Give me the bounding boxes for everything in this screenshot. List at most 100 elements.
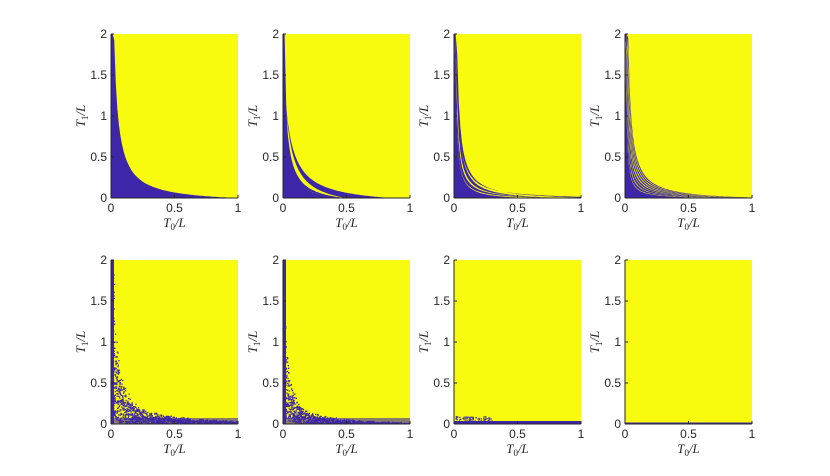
- speckle: [114, 356, 116, 358]
- speckle: [135, 411, 137, 413]
- speckle: [158, 416, 161, 418]
- speckle: [115, 387, 118, 390]
- y-tick-label: 2: [614, 253, 621, 267]
- y-tick-label: 1: [272, 335, 279, 349]
- speckle: [290, 413, 292, 415]
- speckle: [114, 323, 116, 325]
- speckle: [118, 388, 120, 390]
- speckle: [121, 401, 123, 403]
- speckle: [118, 407, 120, 409]
- speckle: [128, 406, 130, 408]
- yellow-background: [111, 34, 238, 198]
- speckle: [292, 404, 294, 406]
- speckle: [134, 406, 137, 408]
- speckle: [113, 411, 116, 414]
- x-tick-label: 1: [578, 201, 585, 215]
- speckle: [152, 416, 155, 418]
- speckle: [462, 422, 464, 424]
- speckle: [123, 407, 125, 409]
- speckle: [118, 381, 120, 383]
- speckle: [467, 416, 470, 418]
- speckle: [292, 397, 294, 399]
- speckle: [288, 383, 290, 385]
- speckle: [138, 413, 140, 415]
- speckle: [289, 408, 292, 411]
- x-tick-label: 0: [280, 201, 287, 215]
- y-tick-label: 2: [443, 27, 450, 41]
- speckle: [126, 409, 128, 411]
- speckle: [118, 370, 120, 372]
- speckle: [320, 416, 322, 418]
- speckle: [472, 419, 474, 421]
- speckle: [139, 416, 141, 418]
- speckle: [288, 398, 290, 400]
- speckle: [113, 350, 115, 352]
- speckle: [136, 407, 138, 409]
- speckle: [459, 416, 461, 419]
- speckle: [285, 346, 287, 348]
- speckle: [287, 372, 290, 374]
- speckle: [289, 402, 291, 404]
- speckle: [118, 414, 120, 416]
- speckle: [114, 394, 116, 396]
- speckle: [150, 414, 152, 416]
- speckle: [285, 367, 287, 369]
- speckle: [319, 416, 321, 418]
- speckle: [470, 416, 472, 418]
- plot-area: [111, 34, 238, 198]
- speckle: [317, 416, 319, 418]
- speckle: [308, 415, 310, 417]
- speckle: [292, 392, 294, 394]
- speckle: [484, 420, 486, 422]
- plot-area: [111, 260, 238, 424]
- speckle: [114, 416, 116, 418]
- speckle: [478, 420, 480, 422]
- speckle: [124, 405, 126, 407]
- speckle: [308, 416, 310, 419]
- subplot-8: 0 0.5 1 1.5 2 0 0.5 1 T0/L T1/L: [587, 253, 756, 458]
- speckle: [483, 416, 485, 418]
- speckle: [491, 422, 493, 424]
- speckle: [169, 416, 171, 418]
- speckle: [286, 374, 288, 377]
- speckle: [474, 420, 476, 422]
- x-tick-label: 0.5: [338, 427, 355, 441]
- speckle: [311, 414, 313, 416]
- speckle: [475, 422, 477, 424]
- speckle: [123, 391, 125, 393]
- y-tick-label: 2: [272, 253, 279, 267]
- speckle: [469, 419, 471, 421]
- speckle: [314, 416, 317, 418]
- speckle: [143, 409, 145, 411]
- speckle: [173, 416, 175, 418]
- speckle: [294, 411, 296, 414]
- speckle: [463, 422, 465, 424]
- y-tick-label: 1.5: [262, 68, 279, 82]
- speckle: [317, 414, 319, 416]
- speckle: [291, 388, 293, 390]
- speckle: [293, 399, 295, 402]
- speckle: [292, 413, 294, 415]
- speckle: [285, 362, 287, 364]
- speckle: [288, 381, 290, 383]
- speckle: [313, 416, 316, 419]
- speckle: [114, 411, 116, 413]
- y-axis-label: T1/L: [245, 105, 262, 128]
- speckle: [293, 397, 295, 399]
- speckle: [287, 402, 289, 404]
- y-tick-label: 0.5: [604, 150, 621, 164]
- speckle: [116, 416, 118, 419]
- speckle: [119, 397, 121, 399]
- speckle: [122, 402, 124, 404]
- speckle: [466, 416, 468, 418]
- speckle: [139, 409, 141, 412]
- speckle: [125, 399, 127, 402]
- speckle: [140, 414, 142, 416]
- speckle: [161, 416, 163, 419]
- speckle: [136, 413, 138, 415]
- speckle: [121, 403, 123, 405]
- yellow-background: [625, 34, 752, 198]
- speckle: [286, 370, 289, 373]
- speckle: [124, 395, 126, 397]
- speckle: [293, 414, 295, 417]
